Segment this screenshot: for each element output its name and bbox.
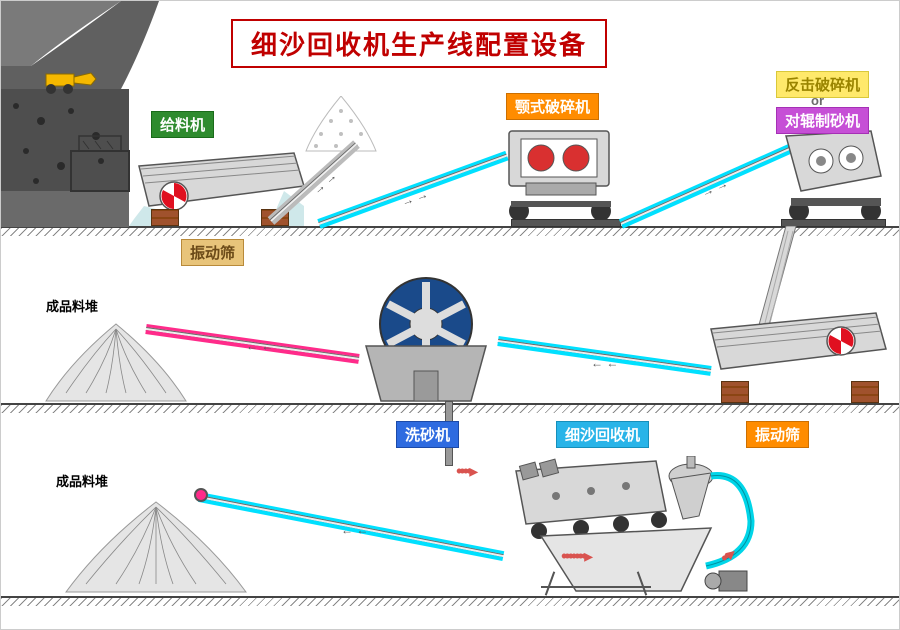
recovery-machine: [481, 456, 761, 598]
screen2-support-l: [721, 381, 749, 403]
jaw-base: [511, 219, 621, 227]
impact-crusher: [771, 126, 891, 228]
flow-arrow-2: • • • • • • • ▸: [561, 546, 589, 567]
jaw-crusher: [501, 121, 631, 227]
label-recovery-text: 细沙回收机: [565, 427, 640, 444]
label-feeder-text: 给料机: [160, 117, 205, 134]
label-jaw: 颚式破碎机: [506, 93, 599, 120]
arrow-2b: ← ←: [246, 339, 273, 353]
diagram-title: 细沙回收机生产线配置设备: [231, 19, 607, 68]
arrow-3: ← ←: [341, 523, 368, 537]
product-pile-1: [41, 321, 191, 405]
arrow-1c: → →: [699, 176, 730, 200]
label-vibscreen1-text: 振动筛: [190, 245, 235, 262]
title-text: 细沙回收机生产线配置设备: [251, 30, 587, 60]
screen1-support-l: [151, 209, 179, 226]
label-washer-text: 洗砂机: [405, 427, 450, 444]
vibrating-screen-2: [701, 311, 891, 389]
pile1-label: 成品料堆: [46, 296, 98, 315]
arrow-1a: → →: [310, 169, 340, 198]
sand-washer: [336, 276, 516, 404]
product-pile-2: [61, 499, 251, 597]
label-vibscreen2-text: 振动筛: [755, 427, 800, 444]
label-vibscreen1: 振动筛: [181, 239, 244, 266]
arrow-2a: ← ←: [591, 356, 618, 370]
label-vibscreen2: 振动筛: [746, 421, 809, 448]
label-or: or: [811, 93, 824, 108]
label-impact-text: 反击破碎机: [785, 77, 860, 94]
label-roller: 对辊制砂机: [776, 107, 869, 134]
recovery-leg: [541, 586, 651, 596]
screen2-support-r: [851, 381, 879, 403]
spray-pile-1: [301, 96, 381, 156]
label-feeder: 给料机: [151, 111, 214, 138]
label-recovery: 细沙回收机: [556, 421, 649, 448]
label-jaw-text: 颚式破碎机: [515, 99, 590, 116]
label-roller-text: 对辊制砂机: [785, 113, 860, 130]
ground-hatch-3: [1, 598, 899, 606]
label-washer: 洗砂机: [396, 421, 459, 448]
pile2-label: 成品料堆: [56, 471, 108, 490]
flow-arrow-1: • • • • ▸: [456, 461, 474, 482]
conveyor-1b: [317, 151, 508, 229]
